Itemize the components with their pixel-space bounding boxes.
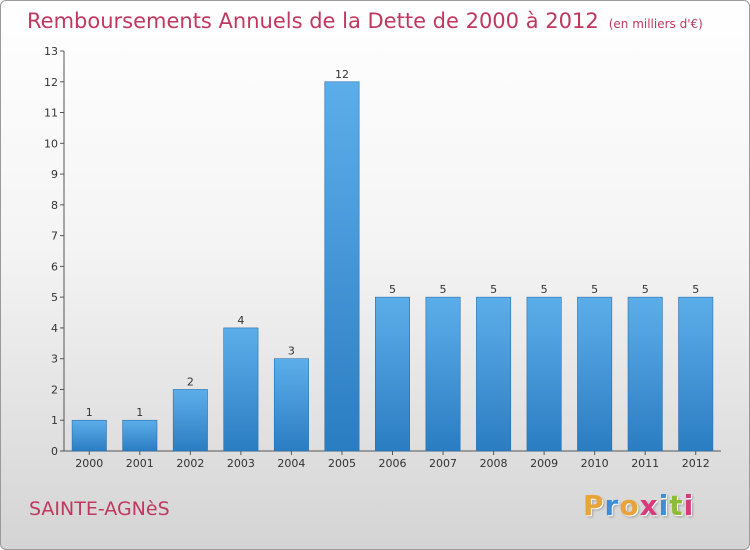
logo-letter: P	[583, 489, 605, 522]
x-tick-label: 2000	[75, 457, 103, 470]
bar-value-label: 3	[288, 345, 295, 358]
bar	[375, 296, 410, 452]
y-tick-label: 10	[44, 137, 58, 150]
bar-value-label: 5	[642, 283, 649, 296]
y-tick-label: 4	[51, 322, 58, 335]
x-tick-label: 2002	[176, 457, 204, 470]
x-tick-label: 2001	[126, 457, 154, 470]
bar-value-label: 1	[86, 406, 93, 419]
bar	[425, 296, 461, 452]
bar	[172, 389, 208, 452]
logo-letter: x	[639, 489, 659, 522]
y-tick-label: 11	[44, 107, 58, 120]
bar-value-label: 5	[389, 283, 396, 296]
y-tick-label: 5	[51, 291, 58, 304]
logo-letter: o	[619, 489, 640, 522]
y-tick-label: 8	[51, 199, 58, 212]
proxiti-logo: Proxiti	[583, 489, 694, 522]
x-tick-label: 2012	[682, 457, 710, 470]
chart-unit-note: (en milliers d'€)	[608, 17, 703, 31]
chart-title-text: Remboursements Annuels de la Dette de 20…	[27, 9, 599, 33]
y-tick-label: 13	[44, 45, 58, 58]
bar-value-label: 1	[136, 406, 143, 419]
bar-value-label: 5	[440, 283, 447, 296]
bar	[678, 296, 714, 452]
y-tick-label: 3	[51, 353, 58, 366]
bar	[71, 419, 107, 452]
y-tick-label: 6	[51, 260, 58, 273]
bar-value-label: 5	[490, 283, 497, 296]
bar	[223, 327, 259, 452]
x-tick-label: 2008	[480, 457, 508, 470]
bar-value-label: 5	[541, 283, 548, 296]
x-tick-label: 2003	[227, 457, 255, 470]
commune-name: SAINTE-AGNèS	[29, 498, 170, 520]
bar	[476, 296, 512, 452]
y-tick-label: 12	[44, 76, 58, 89]
x-tick-label: 2006	[379, 457, 407, 470]
bar-value-label: 5	[692, 283, 699, 296]
y-tick-label: 9	[51, 168, 58, 181]
bar	[273, 358, 309, 452]
chart-title: Remboursements Annuels de la Dette de 20…	[27, 9, 703, 33]
bar	[526, 296, 562, 452]
x-tick-label: 2010	[581, 457, 609, 470]
bar	[577, 296, 613, 452]
y-tick-label: 7	[51, 230, 58, 243]
bar	[627, 296, 663, 452]
x-tick-label: 2004	[277, 457, 305, 470]
y-tick-label: 2	[51, 383, 58, 396]
bar-value-label: 4	[237, 314, 244, 327]
bar	[122, 419, 158, 452]
logo-letter: t	[669, 489, 684, 522]
x-tick-label: 2005	[328, 457, 356, 470]
logo-letter: i	[658, 489, 670, 522]
y-tick-label: 0	[51, 445, 58, 458]
x-tick-label: 2011	[631, 457, 659, 470]
bar	[324, 81, 360, 452]
logo-letter: r	[604, 489, 620, 522]
x-tick-label: 2009	[530, 457, 558, 470]
x-tick-label: 2007	[429, 457, 457, 470]
bar-value-label: 5	[591, 283, 598, 296]
bar-value-label: 2	[187, 375, 194, 388]
y-tick-label: 1	[51, 414, 58, 427]
bar-value-label: 12	[335, 68, 349, 81]
logo-letter: i	[683, 489, 695, 522]
